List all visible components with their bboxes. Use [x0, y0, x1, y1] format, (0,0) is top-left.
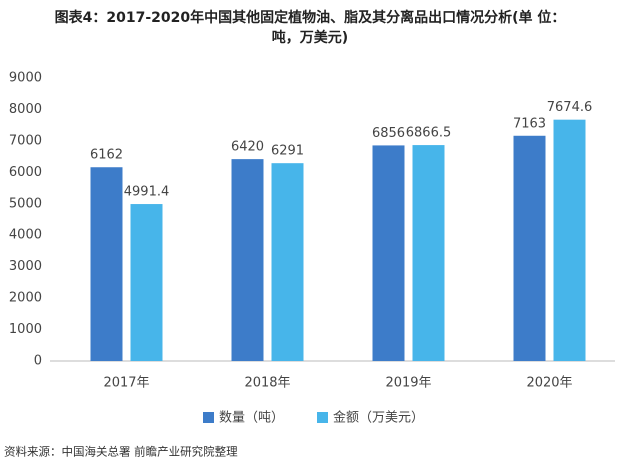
- legend-swatch: [317, 412, 328, 423]
- x-tick-label: 2019年: [385, 376, 431, 391]
- data-label: 7674.6: [547, 100, 593, 115]
- y-tick-label: 4000: [9, 228, 42, 243]
- x-tick-label: 2017年: [103, 376, 149, 391]
- data-label: 6291: [271, 144, 304, 159]
- bar: [553, 119, 586, 361]
- bar: [231, 159, 264, 361]
- data-label: 6856: [372, 126, 405, 141]
- y-tick-label: 0: [34, 354, 42, 369]
- bar: [130, 204, 163, 361]
- bar: [90, 167, 123, 361]
- y-tick-label: 9000: [9, 71, 42, 86]
- data-label: 7163: [513, 116, 546, 131]
- chart-title: 图表4：2017-2020年中国其他固定植物油、脂及其分离品出口情况分析(单 位…: [55, 9, 566, 26]
- y-tick-label: 6000: [9, 165, 42, 180]
- y-tick-label: 8000: [9, 102, 42, 117]
- chart-title: 吨，万美元): [272, 29, 348, 46]
- y-tick-label: 7000: [9, 133, 42, 148]
- x-tick-label: 2020年: [526, 376, 572, 391]
- legend-swatch: [203, 412, 214, 423]
- bar: [372, 145, 405, 361]
- legend-label: 金额（万美元）: [333, 410, 424, 426]
- x-tick-label: 2018年: [244, 376, 290, 391]
- bar: [271, 163, 304, 361]
- bar: [412, 145, 445, 361]
- y-tick-label: 1000: [9, 322, 42, 337]
- legend-label: 数量（吨）: [219, 411, 284, 426]
- source-note: 资料来源：中国海关总署 前瞻产业研究院整理: [4, 445, 238, 459]
- y-tick-label: 3000: [9, 259, 42, 274]
- data-label: 6866.5: [406, 126, 452, 141]
- data-label: 6420: [231, 140, 264, 155]
- y-tick-label: 5000: [9, 196, 42, 211]
- y-tick-label: 2000: [9, 291, 42, 306]
- bar: [513, 135, 546, 361]
- data-label: 6162: [90, 148, 123, 163]
- data-label: 4991.4: [124, 185, 170, 200]
